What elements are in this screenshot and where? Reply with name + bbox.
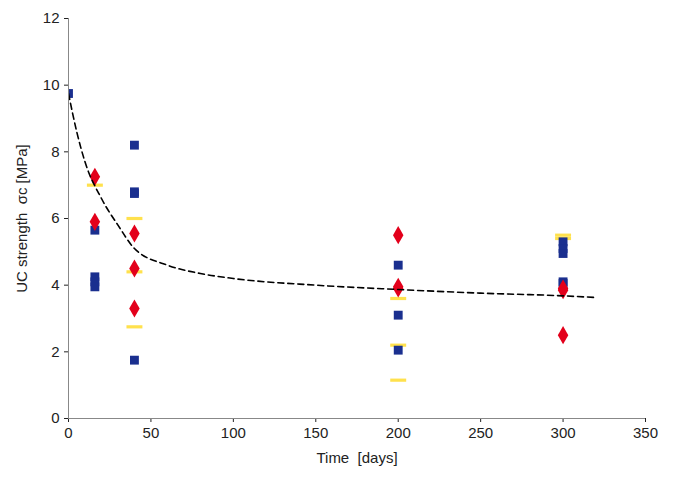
svg-text:6: 6 (51, 209, 59, 226)
svg-text:UC strength σc [MPa]: UC strength σc [MPa] (13, 144, 30, 292)
svg-text:100: 100 (221, 424, 246, 441)
svg-text:0: 0 (51, 409, 59, 426)
svg-text:8: 8 (51, 143, 59, 160)
svg-text:250: 250 (468, 424, 493, 441)
svg-text:4: 4 (51, 276, 59, 293)
svg-text:10: 10 (43, 76, 60, 93)
svg-text:300: 300 (551, 424, 576, 441)
svg-text:350: 350 (633, 424, 658, 441)
svg-text:2: 2 (51, 343, 59, 360)
svg-text:50: 50 (143, 424, 160, 441)
svg-text:0: 0 (64, 424, 72, 441)
svg-text:Time [days]: Time [days] (316, 449, 397, 466)
svg-text:12: 12 (43, 9, 60, 26)
svg-text:200: 200 (386, 424, 411, 441)
svg-text:150: 150 (303, 424, 328, 441)
